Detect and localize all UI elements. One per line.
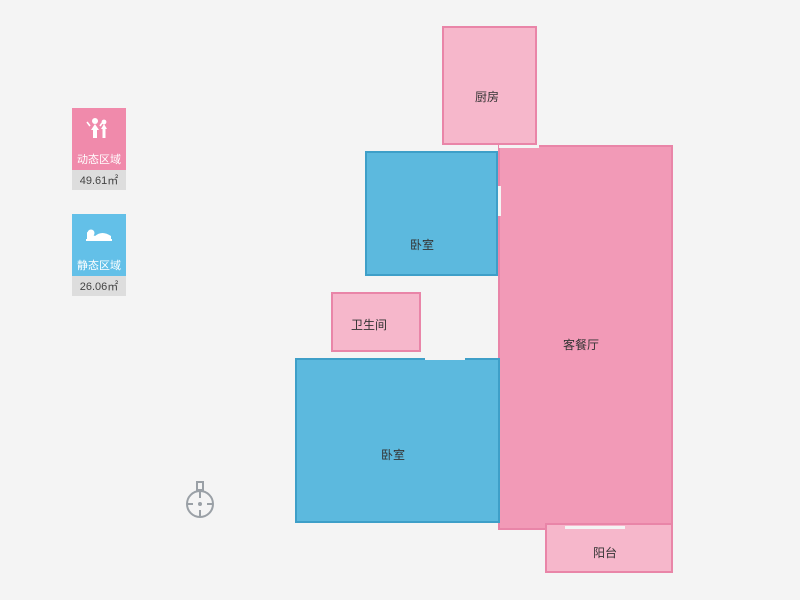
- bed-icon: [72, 214, 126, 254]
- legend-item-static: 静态区域 26.06㎡: [72, 214, 126, 296]
- legend-label-static: 静态区域: [72, 254, 126, 276]
- door-opening: [565, 526, 625, 529]
- people-icon: [72, 108, 126, 148]
- door-opening: [499, 145, 539, 148]
- legend-label-dynamic: 动态区域: [72, 148, 126, 170]
- compass-icon: [182, 480, 218, 516]
- room-label-bathroom: 卫生间: [351, 316, 387, 333]
- room-label-living: 客餐厅: [563, 336, 599, 353]
- door-opening: [425, 354, 465, 360]
- room-label-balcony: 阳台: [593, 544, 617, 561]
- room-bedroom1: [365, 151, 498, 276]
- room-label-kitchen: 厨房: [475, 88, 499, 105]
- door-opening: [421, 288, 451, 294]
- room-bedroom2: [295, 358, 500, 523]
- room-label-bedroom1: 卧室: [410, 236, 434, 253]
- floorplan-canvas: 厨房客餐厅卧室卫生间卧室阳台: [295, 26, 685, 581]
- door-opening: [498, 186, 501, 216]
- room-kitchen: [442, 26, 537, 145]
- legend-value-dynamic: 49.61㎡: [72, 170, 126, 190]
- room-label-bedroom2: 卧室: [381, 446, 405, 463]
- legend-value-static: 26.06㎡: [72, 276, 126, 296]
- legend-item-dynamic: 动态区域 49.61㎡: [72, 108, 126, 190]
- legend-panel: 动态区域 49.61㎡ 静态区域 26.06㎡: [72, 108, 126, 320]
